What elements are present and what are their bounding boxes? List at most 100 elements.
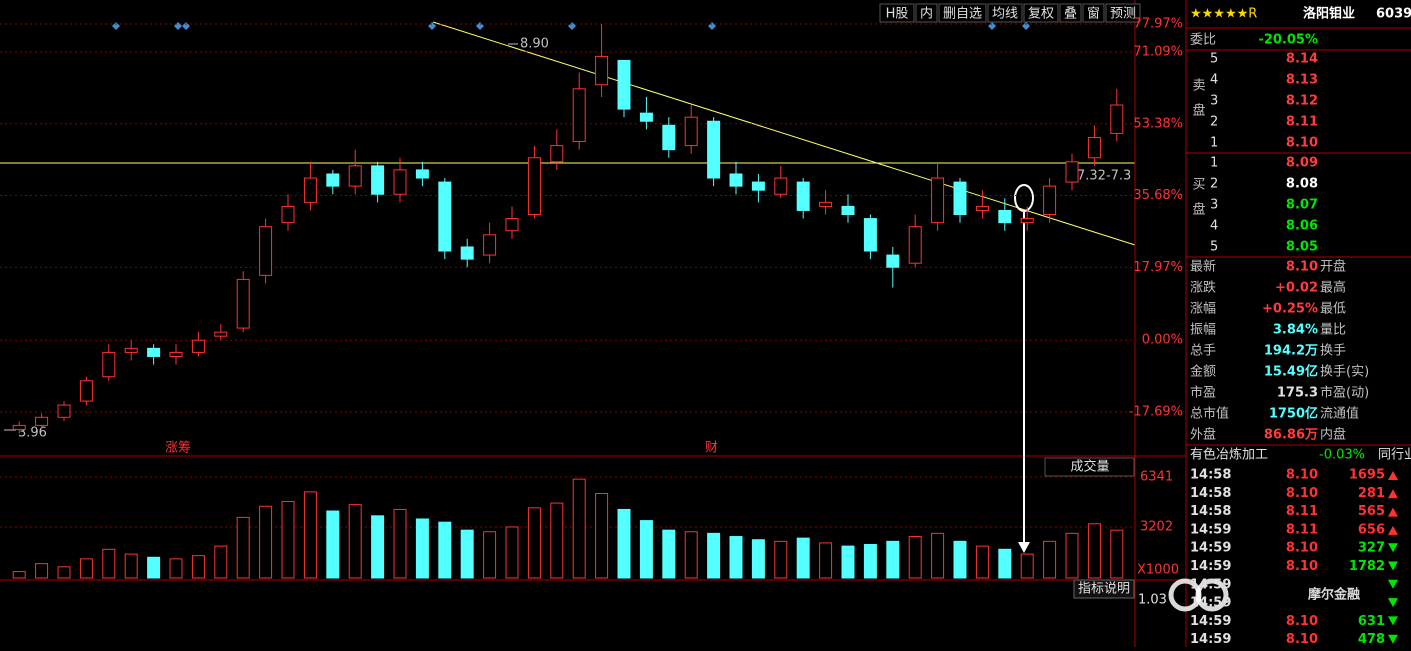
candle-body — [841, 205, 855, 216]
trade-time: 14:59 — [1190, 541, 1231, 556]
volume-bar — [281, 500, 295, 579]
stock-stars: ★★★★★R — [1190, 7, 1257, 22]
volume-title[interactable]: 成交量 — [1070, 459, 1109, 475]
side-label: 卖盘 — [1190, 78, 1206, 128]
toolbar-button-label[interactable]: 内 — [920, 6, 933, 22]
trade-arrow — [1388, 471, 1398, 480]
toolbar-button-label[interactable]: 窗 — [1087, 6, 1100, 22]
stat-label: 总市值 — [1190, 406, 1229, 422]
volume-bar — [684, 531, 698, 579]
indicator-button-label[interactable]: 指标说明 — [1078, 582, 1130, 597]
toolbar-button[interactable] — [938, 3, 987, 23]
candle-body — [303, 177, 317, 203]
trade-arrow — [1388, 634, 1398, 644]
volume-bar — [326, 510, 340, 579]
candle-body — [751, 181, 765, 191]
candle-body — [393, 169, 407, 195]
order-price: 8.13 — [1286, 73, 1318, 88]
candle-body — [236, 278, 250, 329]
order-level: 4 — [1210, 219, 1218, 234]
trade-time: 14:59 — [1190, 522, 1231, 537]
volume-bar — [729, 536, 743, 579]
side-label: 买盘 — [1190, 177, 1206, 227]
toolbar-button[interactable] — [1059, 3, 1082, 23]
toolbar-button[interactable] — [879, 3, 915, 23]
trade-arrow — [1388, 579, 1398, 589]
order-price: 8.05 — [1286, 240, 1318, 255]
volume-bar — [841, 545, 855, 579]
candle-body — [886, 254, 900, 268]
trade-time: 14:59 — [1190, 577, 1231, 592]
y-tick-label: -17.69% — [1129, 404, 1183, 419]
order-level: 1 — [1210, 136, 1218, 151]
toolbar-button-label[interactable]: 复权 — [1028, 6, 1054, 22]
stat-label: 内盘 — [1320, 427, 1346, 443]
toolbar-button-label[interactable]: 删自选 — [943, 7, 982, 22]
volume-bar — [774, 540, 788, 579]
toolbar-button[interactable] — [1023, 3, 1059, 23]
highlight-circle — [1014, 184, 1034, 212]
candle-body — [348, 165, 362, 187]
candle-body — [214, 331, 228, 337]
volume-bar — [124, 553, 138, 579]
trade-volume: 565 — [1358, 504, 1385, 519]
volume-bar — [886, 540, 900, 579]
indicator-button[interactable] — [1073, 579, 1135, 599]
stat-label: 换手(实) — [1320, 365, 1369, 380]
stat-value: 86.86万 — [1264, 428, 1318, 443]
stat-label: 总手 — [1190, 344, 1216, 359]
trade-price: 8.10 — [1286, 632, 1318, 647]
candle-body — [505, 218, 519, 232]
volume-bar — [819, 542, 833, 579]
volume-bar — [1087, 523, 1101, 579]
volume-bar — [12, 571, 26, 579]
volume-bar — [371, 515, 385, 579]
event-marker: 财 — [705, 441, 718, 456]
candle-body — [550, 145, 564, 163]
stat-value: 194.2万 — [1264, 344, 1318, 359]
ratio-value: -20.05% — [1258, 33, 1318, 48]
stat-label: 最高 — [1320, 280, 1346, 296]
candle-body — [12, 424, 26, 430]
event-icon — [1022, 22, 1030, 30]
toolbar-button[interactable] — [915, 3, 938, 23]
candle-body — [572, 88, 586, 143]
toolbar-button[interactable] — [1082, 3, 1105, 23]
toolbar-button-label[interactable]: 叠 — [1064, 7, 1077, 22]
y-tick-label: 35.68% — [1133, 188, 1183, 203]
trade-time: 14:58 — [1190, 486, 1231, 501]
volume-bar — [1020, 553, 1034, 579]
trade-time: 14:59 — [1190, 559, 1231, 574]
order-price: 8.07 — [1286, 198, 1318, 213]
candle-body — [595, 55, 609, 86]
stat-value: 8.10 — [1286, 260, 1318, 275]
trade-arrow — [1388, 525, 1398, 535]
sector-name: 有色冶炼加工 — [1190, 447, 1268, 463]
stat-label: 最低 — [1320, 302, 1346, 317]
toolbar-button[interactable] — [987, 3, 1023, 23]
volume-bar — [908, 536, 922, 579]
volume-bar — [595, 492, 609, 579]
toolbar-button-label[interactable]: 均线 — [992, 7, 1018, 22]
y-tick-label: 0.00% — [1142, 333, 1183, 348]
toolbar-button[interactable] — [1105, 3, 1141, 23]
trade-volume: 631 — [1358, 614, 1385, 629]
event-icon — [988, 22, 996, 30]
volume-title-box[interactable] — [1044, 457, 1135, 477]
candle-body — [931, 177, 945, 224]
event-icon — [568, 22, 576, 30]
toolbar-button-label[interactable]: 预测 — [1110, 7, 1136, 22]
watermark: 摩尔金融 — [1308, 587, 1360, 603]
candle-body — [124, 347, 138, 353]
trade-price: 8.10 — [1286, 468, 1318, 483]
volume-bar — [438, 521, 452, 579]
trade-volume: 281 — [1358, 486, 1385, 501]
volume-bar — [550, 502, 564, 579]
toolbar-button-label[interactable]: H股 — [886, 7, 909, 22]
volume-bar — [707, 532, 721, 579]
volume-bar — [527, 507, 541, 579]
candle-body — [908, 226, 922, 264]
trade-volume: 1782 — [1349, 559, 1385, 574]
candle-body — [35, 416, 49, 426]
